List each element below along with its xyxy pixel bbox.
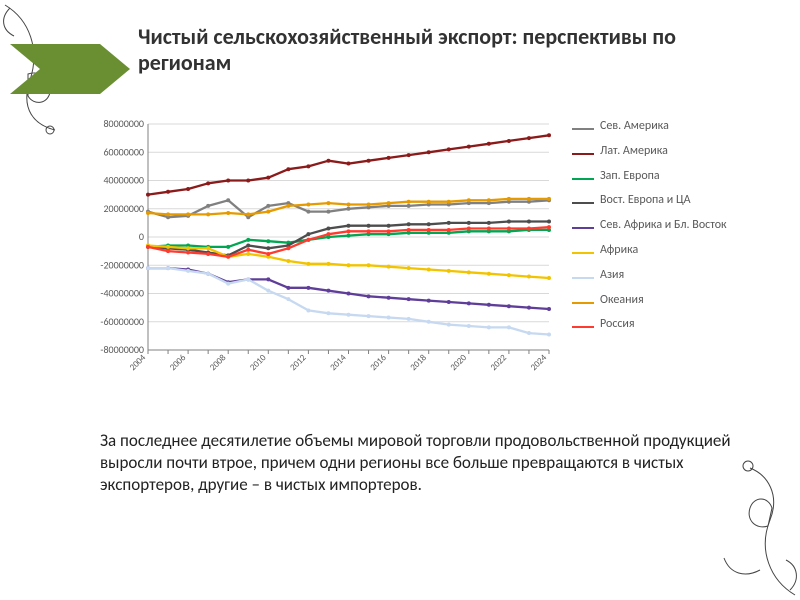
legend-item: Океания <box>572 294 792 308</box>
chart-legend: Сев. Америка Лат. Америка Зап. Европа Вост.… <box>572 120 792 343</box>
slide-title-block: Чистый сельскохозяйственный экспорт: пер… <box>138 24 758 76</box>
legend-item: Лат. Америка <box>572 145 792 159</box>
legend-item: Вост. Европа и ЦА <box>572 194 792 208</box>
legend-swatch <box>572 178 594 180</box>
svg-text:2022: 2022 <box>488 352 509 373</box>
legend-label: Африка <box>600 244 638 258</box>
slide-title: Чистый сельскохозяйственный экспорт: пер… <box>138 24 758 76</box>
legend-swatch <box>572 302 594 304</box>
legend-swatch <box>572 153 594 155</box>
legend-item: Сев. Африка и Бл. Восток <box>572 219 792 233</box>
accent-chevron <box>10 44 130 94</box>
legend-item: Сев. Америка <box>572 120 792 134</box>
svg-text:20000000: 20000000 <box>103 202 144 215</box>
legend-label: Зап. Европа <box>600 170 660 184</box>
line-chart: -80000000-60000000-40000000-200000000200… <box>85 116 555 386</box>
svg-text:2014: 2014 <box>328 352 349 373</box>
svg-text:2006: 2006 <box>168 352 189 373</box>
svg-text:-60000000: -60000000 <box>100 315 144 328</box>
legend-item: Зап. Европа <box>572 170 792 184</box>
legend-swatch <box>572 326 594 328</box>
svg-text:60000000: 60000000 <box>103 145 144 158</box>
legend-swatch <box>572 252 594 254</box>
slide: Чистый сельскохозяйственный экспорт: пер… <box>0 0 800 600</box>
legend-item: Африка <box>572 244 792 258</box>
legend-label: Азия <box>600 269 624 283</box>
chart-area: -80000000-60000000-40000000-200000000200… <box>85 116 555 386</box>
legend-item: Азия <box>572 269 792 283</box>
svg-text:2010: 2010 <box>248 352 269 373</box>
svg-text:-40000000: -40000000 <box>100 287 144 300</box>
svg-text:0: 0 <box>139 230 144 243</box>
svg-text:2018: 2018 <box>408 352 429 373</box>
svg-text:2020: 2020 <box>448 352 469 373</box>
legend-label: Океания <box>600 294 644 308</box>
svg-text:80000000: 80000000 <box>103 117 144 130</box>
legend-label: Сев. Америка <box>600 120 669 134</box>
legend-label: Лат. Америка <box>600 145 668 159</box>
legend-swatch <box>572 202 594 204</box>
caption-text: За последнее десятилетие объемы мировой … <box>100 430 770 495</box>
legend-label: Россия <box>600 318 635 332</box>
svg-text:2008: 2008 <box>208 352 229 373</box>
legend-swatch <box>572 128 594 130</box>
svg-text:2016: 2016 <box>368 352 389 373</box>
legend-label: Вост. Европа и ЦА <box>600 194 691 208</box>
legend-swatch <box>572 227 594 229</box>
svg-text:40000000: 40000000 <box>103 174 144 187</box>
legend-label: Сев. Африка и Бл. Восток <box>600 219 727 233</box>
svg-text:2012: 2012 <box>288 352 309 373</box>
legend-item: Россия <box>572 318 792 332</box>
svg-text:-20000000: -20000000 <box>100 258 144 271</box>
legend-swatch <box>572 277 594 279</box>
svg-text:2024: 2024 <box>528 352 549 373</box>
